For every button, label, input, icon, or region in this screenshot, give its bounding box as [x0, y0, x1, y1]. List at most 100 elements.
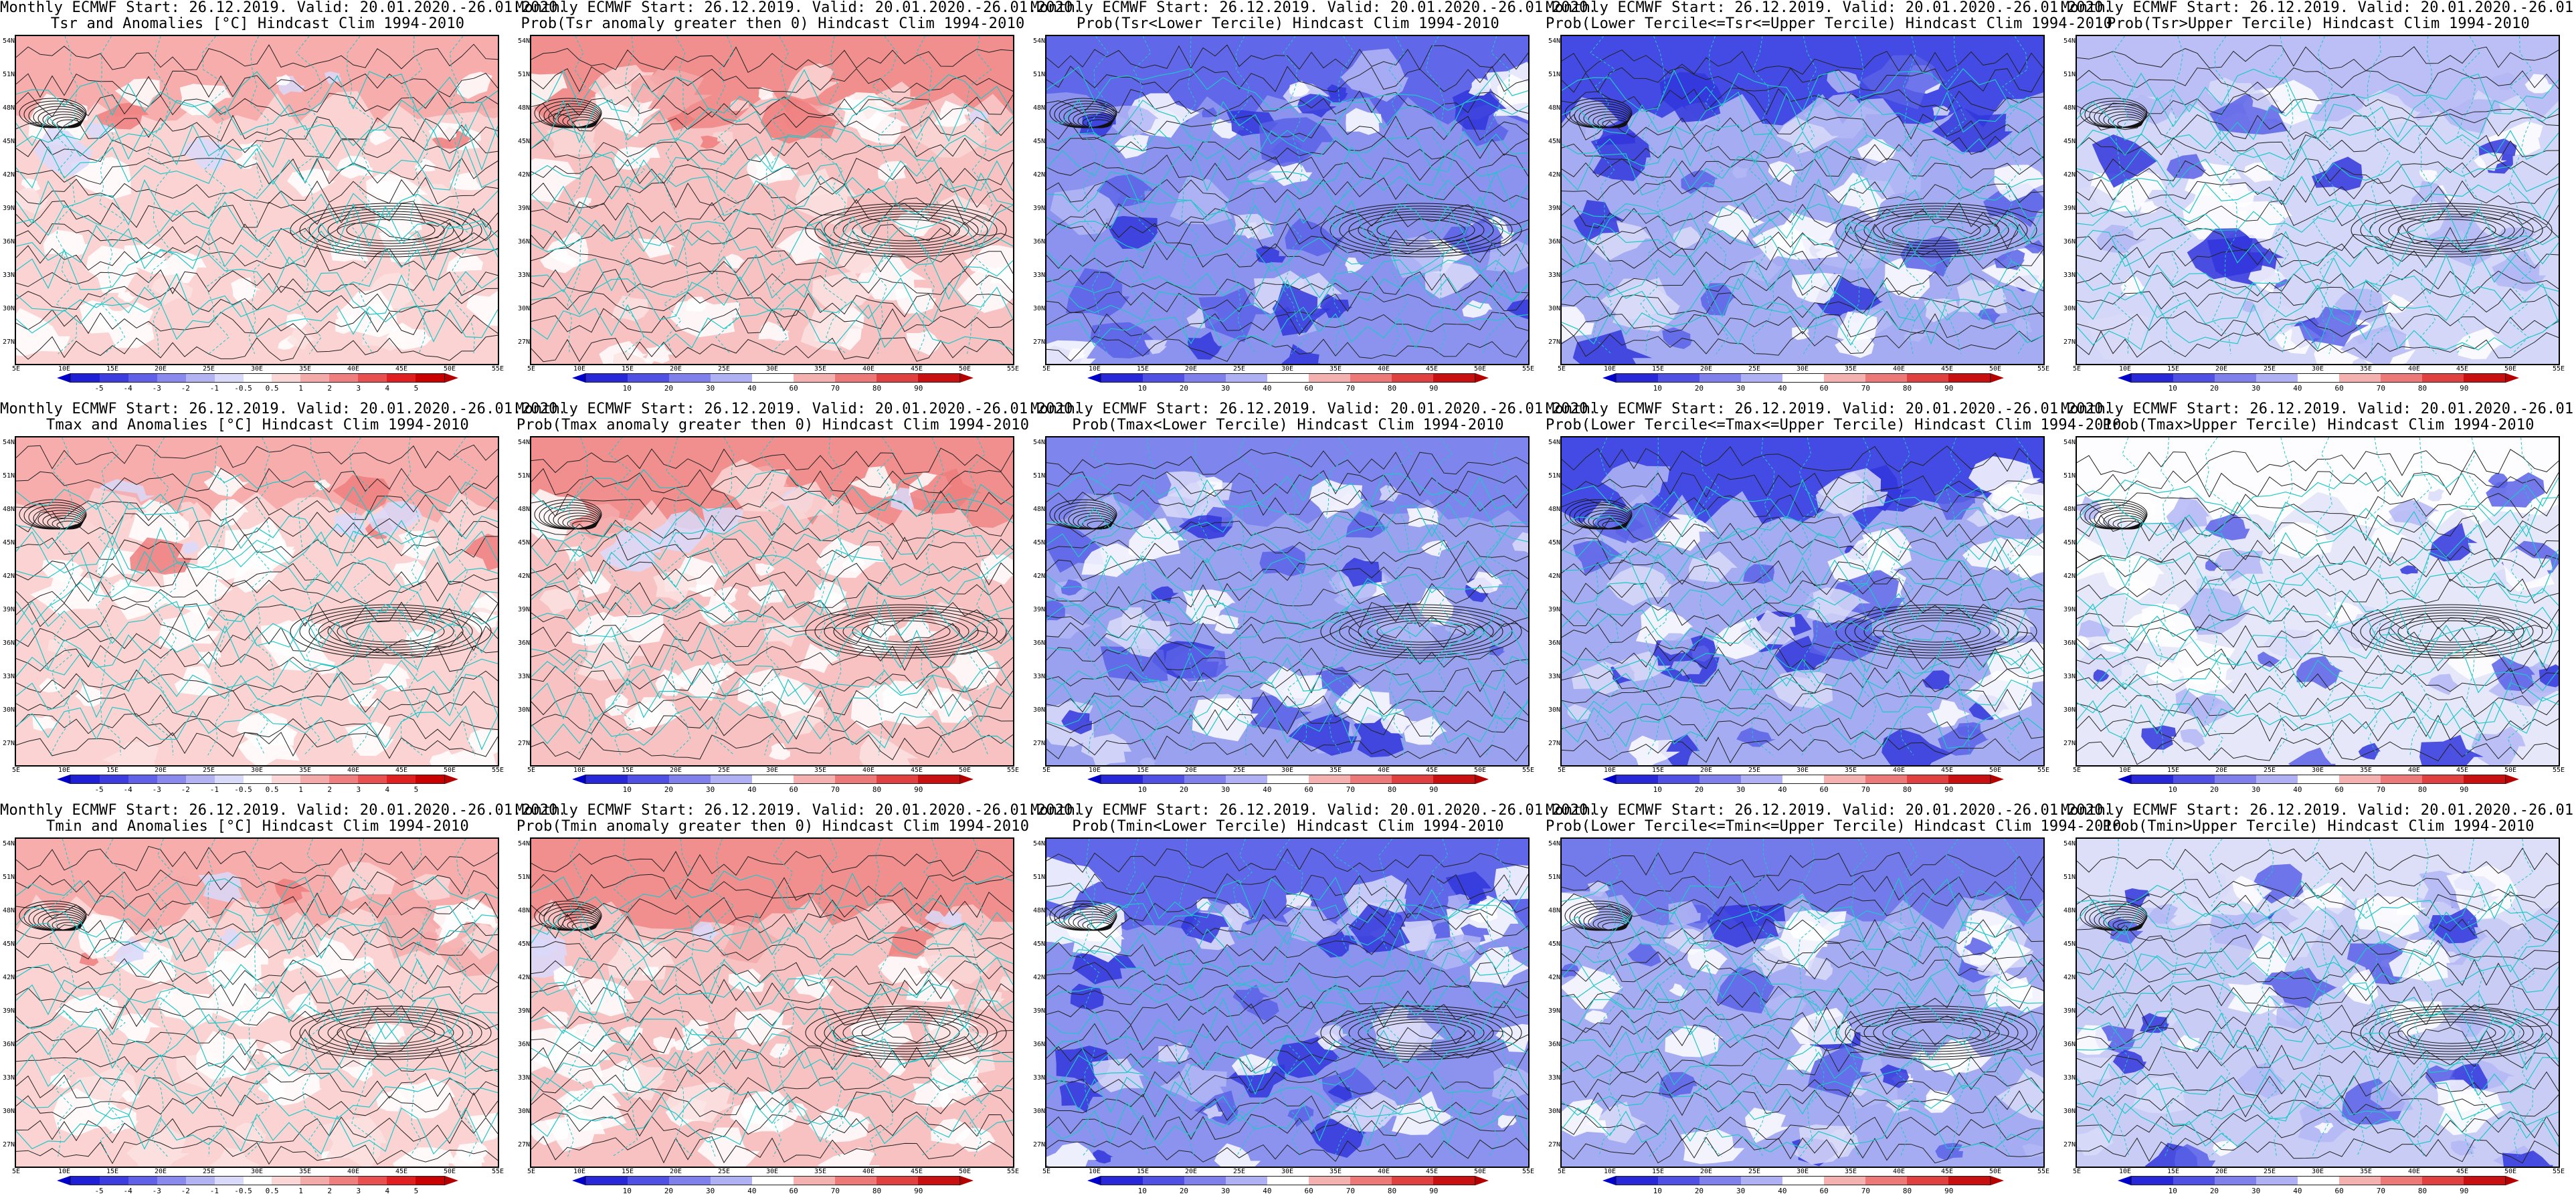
lat-label: 54N: [517, 439, 530, 446]
border-line: [1232, 839, 1259, 1157]
field-patch: [2421, 213, 2496, 268]
colorbar-min-arrow: [572, 1176, 585, 1185]
lat-label: 51N: [2, 874, 15, 881]
contour-line: [1046, 1114, 1528, 1141]
lat-label: 54N: [1032, 439, 1045, 446]
field-patch: [591, 1060, 641, 1096]
lon-label: 10E: [1603, 767, 1617, 774]
border-line: [913, 36, 938, 355]
colorbar-swatch: [329, 775, 359, 783]
colorbar-swatch: [586, 1177, 628, 1185]
field-patch: [859, 732, 919, 765]
field-patch: [450, 1148, 485, 1167]
colorbar-swatch: [185, 1177, 215, 1185]
lat-label: 27N: [2, 338, 15, 346]
field-patch: [531, 489, 593, 540]
coastline: [1562, 973, 2043, 1019]
colorbar-tick: 90: [2460, 384, 2469, 393]
lon-label: 50E: [1473, 1168, 1487, 1175]
map-panel: Monthly ECMWF Start: 26.12.2019. Valid: …: [2061, 0, 2576, 401]
lat-label: 42N: [2063, 171, 2076, 179]
colorbar-tick: 20: [1179, 384, 1189, 393]
field-patch: [2447, 645, 2504, 680]
border-line: [2002, 36, 2029, 355]
terrain-contour: [1358, 1016, 1485, 1049]
colorbar-tick: -1: [209, 1187, 219, 1195]
lon-label: 40E: [1892, 1168, 1906, 1175]
field-patch: [2379, 1001, 2448, 1037]
lon-label: 25E: [2263, 767, 2276, 774]
coastline: [1046, 193, 1528, 241]
lat-label: 33N: [1548, 272, 1560, 279]
field-patch: [181, 540, 201, 555]
colorbar-tick: 90: [1429, 785, 1439, 794]
lat-label: 39N: [2, 205, 15, 212]
lat-label: 51N: [517, 472, 530, 480]
contour-line: [1046, 470, 1528, 497]
colorbar-swatch: [1267, 775, 1309, 783]
border-line: [1277, 839, 1303, 1157]
colorbar-tick: 90: [914, 1187, 923, 1195]
field-patch: [1287, 1105, 1314, 1127]
terrain-contour: [1882, 216, 1991, 244]
field-patch: [1327, 1084, 1352, 1101]
lat-label: 42N: [2, 974, 15, 981]
field-patch: [2024, 239, 2043, 254]
panel-title-line1: Monthly ECMWF Start: 26.12.2019. Valid: …: [1546, 0, 2113, 16]
colorbar-swatches: [2131, 1176, 2506, 1185]
terrain-contour: [2369, 1011, 2534, 1055]
lon-label: 35E: [298, 767, 312, 774]
border-line: [1644, 437, 1672, 756]
field-patch: [1927, 700, 1970, 728]
colorbar-tick: 70: [2376, 1187, 2385, 1195]
contour-line: [2077, 625, 2559, 651]
map-field: [1562, 839, 2043, 1167]
colorbar-tick: 90: [1944, 785, 1954, 794]
contour-line: [531, 447, 1013, 474]
colorbar-tick: 2: [327, 384, 332, 393]
coastline: [1562, 703, 2043, 749]
field-patch: [1297, 94, 1337, 118]
coastline: [16, 956, 498, 1001]
coastline: [531, 1099, 1013, 1145]
contour-line: [1046, 221, 1528, 249]
lat-label: 42N: [2, 171, 15, 179]
lat-label: 42N: [517, 171, 530, 179]
contour-line: [1562, 136, 2043, 161]
field-patch: [2077, 640, 2136, 684]
colorbar-swatches: [585, 1176, 960, 1185]
colorbar-tick: 60: [1304, 785, 1313, 794]
colorbar-swatch: [1350, 374, 1392, 382]
colorbar-swatch: [329, 1177, 359, 1185]
terrain-contour: [1358, 213, 1485, 247]
colorbar-tick: 2: [327, 785, 332, 794]
colorbar-max-arrow: [960, 1176, 974, 1185]
border-line: [1750, 437, 1775, 756]
lat-label: 42N: [1032, 573, 1045, 580]
colorbar-swatch: [2132, 1177, 2173, 1185]
contour-line: [2077, 737, 2559, 765]
field-patch: [117, 291, 136, 302]
colorbar-swatches: [1101, 373, 1475, 383]
terrain-contour: [1348, 211, 1494, 249]
field-patch: [936, 194, 998, 235]
coastline: [531, 219, 1013, 268]
border-line: [1945, 437, 1970, 756]
lat-label: 39N: [2, 606, 15, 613]
colorbar-tick: 80: [1902, 785, 1912, 794]
lat-label: 45N: [2063, 539, 2076, 546]
field-patch: [888, 926, 937, 959]
border-line: [620, 36, 646, 355]
terrain-contour: [1367, 216, 1475, 244]
field-patch: [2382, 294, 2415, 314]
panel-title-line2: Prob(Lower Tercile<=Tmin<=Upper Tercile)…: [1546, 818, 2122, 835]
field-patch: [2096, 224, 2147, 254]
border-line: [713, 36, 741, 355]
field-patch: [682, 1019, 709, 1039]
colorbar-swatch: [2464, 1177, 2505, 1185]
lon-label: 55E: [1522, 767, 1535, 774]
panel-title-line2: Prob(Tsr<Lower Tercile) Hindcast Clim 19…: [1077, 15, 1499, 32]
terrain-contour: [1835, 203, 2037, 258]
colorbar-tick: 60: [1304, 1187, 1313, 1195]
colorbar-swatch: [1433, 374, 1475, 382]
